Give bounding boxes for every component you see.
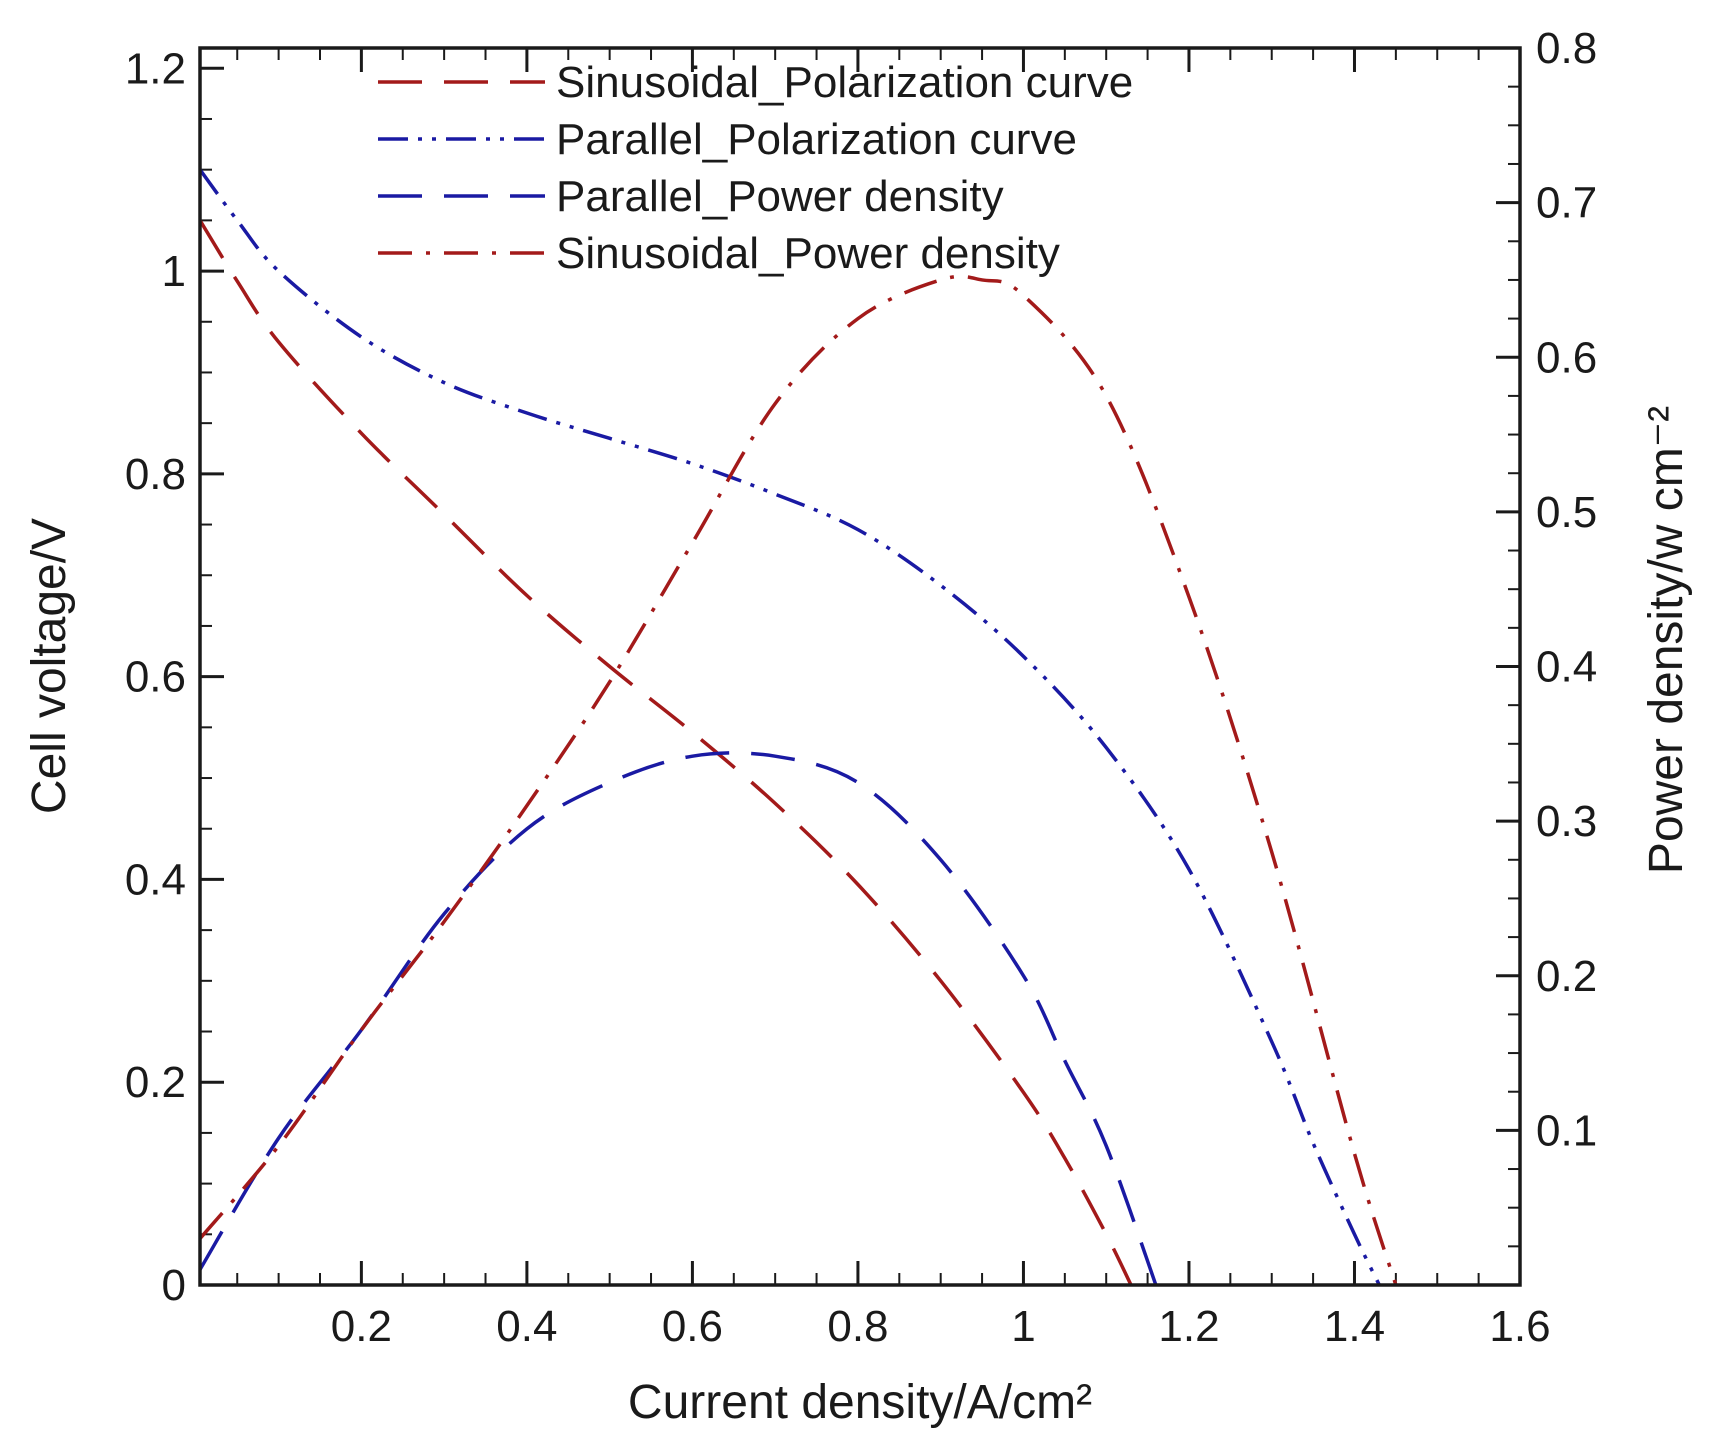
legend-label-3: Parallel_Power density xyxy=(556,172,1004,221)
y-left-tick-label: 0.4 xyxy=(125,855,186,904)
y-left-tick-labels: 0 0.2 0.4 0.6 0.8 1 1.2 xyxy=(125,44,186,1310)
y-left-tick-label: 0.8 xyxy=(125,450,186,499)
series-line-2 xyxy=(200,168,1381,1285)
plot-area-background xyxy=(200,48,1520,1285)
x-tick-label: 0.8 xyxy=(827,1302,888,1351)
y-left-tick-label: 0 xyxy=(162,1261,186,1310)
y-right-tick-label: 0.1 xyxy=(1536,1106,1597,1155)
x-tick-label: 1.6 xyxy=(1489,1302,1550,1351)
y-left-tick-label: 1.2 xyxy=(125,44,186,93)
y-right-axis-title: Power density/w cm⁻² xyxy=(1640,406,1693,874)
x-axis-title: Current density/A/cm² xyxy=(628,1376,1092,1429)
y-right-tick-label: 0.4 xyxy=(1536,643,1597,692)
series-line-1 xyxy=(200,219,1133,1285)
y-right-tick-labels: 0.1 0.2 0.3 0.4 0.5 0.6 0.7 0.8 xyxy=(1536,24,1597,1155)
y-right-tick-label: 0.3 xyxy=(1536,797,1597,846)
x-tick-label: 0.6 xyxy=(662,1302,723,1351)
legend-label-2: Parallel_Polarization curve xyxy=(556,115,1077,164)
y-right-tick-label: 0.5 xyxy=(1536,488,1597,537)
series-group xyxy=(200,168,1398,1285)
x-tick-label: 0.4 xyxy=(496,1302,557,1351)
y-left-tick-label: 0.6 xyxy=(125,653,186,702)
series-line-4 xyxy=(200,274,1398,1285)
y-right-tick-label: 0.8 xyxy=(1536,24,1597,73)
legend-label-1: Sinusoidal_Polarization curve xyxy=(556,58,1133,107)
plot-frame xyxy=(198,46,1522,1287)
x-tick-labels: 0.2 0.4 0.6 0.8 1 1.2 1.4 1.6 xyxy=(331,1302,1551,1351)
y-left-axis-title: Cell voltage/V xyxy=(23,518,76,814)
y-right-tick-label: 0.2 xyxy=(1536,952,1597,1001)
x-tick-label: 1 xyxy=(1011,1302,1035,1351)
y-left-tick-label: 0.2 xyxy=(125,1058,186,1107)
x-tick-label: 1.4 xyxy=(1324,1302,1385,1351)
legend-label-4: Sinusoidal_Power density xyxy=(556,229,1060,278)
x-tick-label: 0.2 xyxy=(331,1302,392,1351)
x-tick-label: 1.2 xyxy=(1158,1302,1219,1351)
y-left-tick-label: 1 xyxy=(162,247,186,296)
y-right-tick-label: 0.6 xyxy=(1536,333,1597,382)
y-right-tick-label: 0.7 xyxy=(1536,179,1597,228)
legend: Sinusoidal_Polarization curve Parallel_Po… xyxy=(378,58,1133,278)
